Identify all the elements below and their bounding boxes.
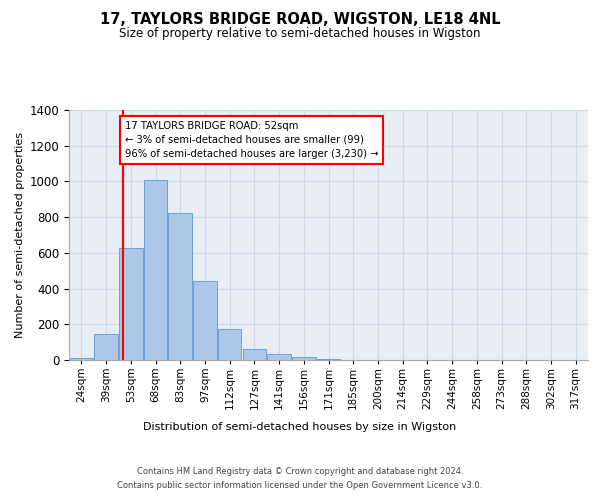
Bar <box>242 350 266 360</box>
Bar <box>218 329 241 360</box>
Bar <box>70 358 93 360</box>
Bar <box>193 280 217 360</box>
Bar <box>94 334 118 360</box>
Text: 17, TAYLORS BRIDGE ROAD, WIGSTON, LE18 4NL: 17, TAYLORS BRIDGE ROAD, WIGSTON, LE18 4… <box>100 12 500 28</box>
Bar <box>144 180 167 360</box>
Bar <box>268 354 291 360</box>
Y-axis label: Number of semi-detached properties: Number of semi-detached properties <box>16 132 25 338</box>
Text: Contains HM Land Registry data © Crown copyright and database right 2024.: Contains HM Land Registry data © Crown c… <box>137 468 463 476</box>
Bar <box>292 358 316 360</box>
Text: Contains public sector information licensed under the Open Government Licence v3: Contains public sector information licen… <box>118 481 482 490</box>
Bar <box>169 212 192 360</box>
Text: Distribution of semi-detached houses by size in Wigston: Distribution of semi-detached houses by … <box>143 422 457 432</box>
Text: 17 TAYLORS BRIDGE ROAD: 52sqm
← 3% of semi-detached houses are smaller (99)
96% : 17 TAYLORS BRIDGE ROAD: 52sqm ← 3% of se… <box>125 120 378 158</box>
Text: Size of property relative to semi-detached houses in Wigston: Size of property relative to semi-detach… <box>119 28 481 40</box>
Bar <box>119 248 143 360</box>
Bar <box>317 359 340 360</box>
